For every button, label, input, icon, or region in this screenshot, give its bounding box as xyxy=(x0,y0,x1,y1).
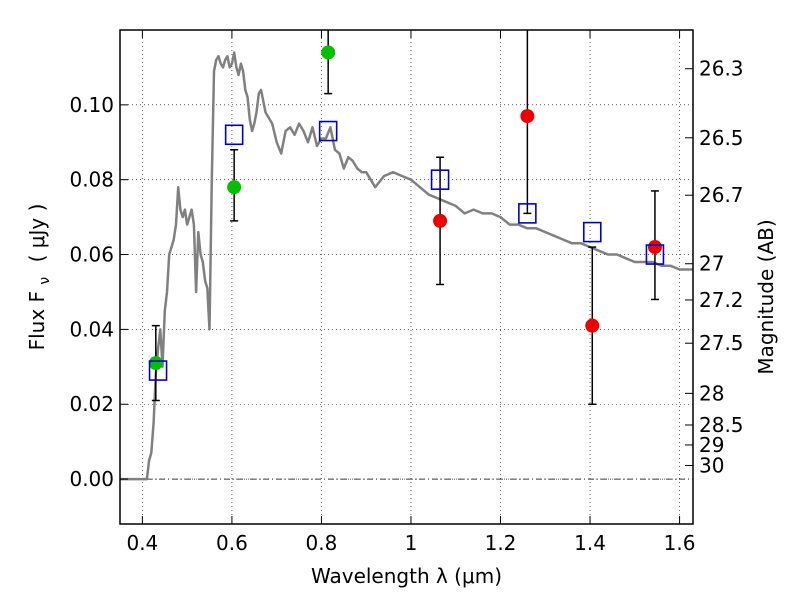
green-data-point xyxy=(321,45,336,60)
y-tick-label: 0.06 xyxy=(69,243,114,267)
plot-frame xyxy=(119,29,694,525)
red-data-point xyxy=(433,213,448,228)
red-data-point xyxy=(520,109,535,124)
model-photometry-square xyxy=(430,169,450,190)
y-axis-label-unit: ( μJy ) xyxy=(25,204,49,263)
x-tick-label: 1 xyxy=(405,531,418,555)
y-axis-label-subscript: ν xyxy=(37,277,53,285)
y-tick-label: 0.00 xyxy=(69,467,114,491)
x-tick-label: 0.6 xyxy=(216,531,248,555)
y2-tick-label: 26.7 xyxy=(699,183,744,207)
green-data-point xyxy=(227,180,242,195)
x-tick-label: 0.8 xyxy=(306,531,338,555)
y-tick-label: 0.02 xyxy=(69,392,114,416)
y2-tick-label: 29 xyxy=(699,433,724,457)
y2-tick-label: 27.2 xyxy=(699,288,744,312)
grid-layer xyxy=(120,30,693,524)
y2-tick-label: 27 xyxy=(699,252,724,276)
sed-model-line xyxy=(120,51,693,481)
points-layer xyxy=(148,30,665,405)
x-tick-label: 1.6 xyxy=(664,531,696,555)
red-data-point xyxy=(585,318,600,333)
model-photometry-square xyxy=(224,124,244,146)
y2-tick-label: 28.5 xyxy=(699,413,744,437)
green-data-point xyxy=(148,356,163,371)
y2-tick-label: 27.5 xyxy=(699,331,744,355)
y2-tick-label: 28 xyxy=(699,381,724,405)
red-data-point xyxy=(647,240,662,255)
model-photometry-square xyxy=(582,221,602,243)
y2-tick-label: 26.3 xyxy=(699,57,744,81)
x-tick-label: 1.2 xyxy=(485,531,517,555)
model-photometry-square xyxy=(645,244,665,265)
model-photometry-square xyxy=(148,360,168,381)
series-layer xyxy=(120,51,693,481)
x-axis-label: Wavelength λ (μm) xyxy=(311,564,502,588)
y-axis-label-main: Flux F xyxy=(25,291,49,350)
ticks-layer: 0.4 0.6 0.8 1 1.2 1.4 1.6 0.00 0.02 0.04 0.06 0.08 0… xyxy=(69,30,744,555)
y2-axis-label: Magnitude (AB) xyxy=(754,219,778,374)
y-tick-label: 0.08 xyxy=(69,168,114,192)
model-photometry-square xyxy=(518,203,537,224)
y-tick-label: 0.04 xyxy=(69,317,114,341)
y-tick-label: 0.10 xyxy=(69,93,114,117)
x-tick-label: 0.4 xyxy=(126,531,158,555)
y2-tick-label: 26.5 xyxy=(699,126,744,150)
y-axis-label: Flux F ν ( μJy ) xyxy=(25,204,54,351)
model-photometry-square xyxy=(318,120,338,142)
y2-tick-label: 30 xyxy=(699,454,724,478)
x-tick-label: 1.4 xyxy=(574,531,606,555)
